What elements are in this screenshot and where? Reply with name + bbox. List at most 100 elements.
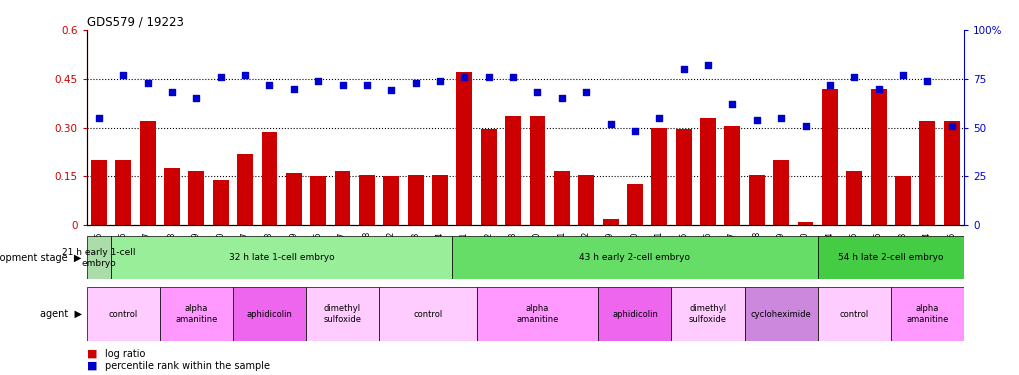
Text: control: control [413,310,442,319]
Bar [602,219,618,225]
Point [91,115,107,121]
Point [821,82,838,88]
Bar [821,88,837,225]
Text: control: control [108,310,138,319]
Point [115,72,131,78]
Bar [115,160,131,225]
Bar [699,118,715,225]
Bar [164,168,179,225]
Point [529,89,545,95]
Bar [383,176,398,225]
Text: GDS579 / 19223: GDS579 / 19223 [87,16,183,29]
Text: agent  ▶: agent ▶ [40,309,82,319]
Point [748,117,764,123]
Text: 43 h early 2-cell embryo: 43 h early 2-cell embryo [579,254,690,262]
Bar [359,175,374,225]
Point [504,74,521,80]
Bar [918,121,934,225]
Point [408,80,424,86]
Bar [476,287,598,341]
Bar [160,287,232,341]
Point [261,82,277,88]
Bar [671,287,744,341]
Point [212,74,228,80]
Bar [87,287,160,341]
Bar [379,287,476,341]
Text: log ratio: log ratio [105,349,146,358]
Point [675,66,691,72]
Text: aphidicolin: aphidicolin [247,310,292,319]
Bar [432,175,447,225]
Point [627,128,643,134]
Bar [334,171,351,225]
Point [553,95,570,101]
Bar [627,184,642,225]
Text: development stage  ▶: development stage ▶ [0,253,82,263]
Point [602,121,619,127]
Bar [870,88,886,225]
Bar [285,173,302,225]
Bar [237,153,253,225]
Bar [91,160,107,225]
Text: dimethyl
sulfoxide: dimethyl sulfoxide [323,304,361,324]
Text: control: control [839,310,868,319]
Bar [578,175,593,225]
Bar [529,116,545,225]
Text: aphidicolin: aphidicolin [611,310,657,319]
Point [918,78,934,84]
Point [846,74,862,80]
Text: 21 h early 1-cell
embryо: 21 h early 1-cell embryо [62,248,136,267]
Bar [306,287,379,341]
Bar [890,287,963,341]
Point [359,82,375,88]
Text: 32 h late 1-cell embryo: 32 h late 1-cell embryo [228,254,334,262]
Bar [676,129,691,225]
Text: 54 h late 2-cell embryo: 54 h late 2-cell embryo [838,254,943,262]
Point [869,86,886,92]
Point [140,80,156,86]
Point [455,74,472,80]
Point [383,87,399,93]
Bar [943,121,959,225]
Point [650,115,666,121]
Bar [140,121,155,225]
Point [285,86,302,92]
Bar [723,126,740,225]
Bar [189,171,204,225]
Bar [310,176,326,225]
Bar [213,180,228,225]
Bar [772,160,789,225]
Bar [553,171,570,225]
Bar [457,72,472,225]
Point [334,82,351,88]
Bar [408,175,423,225]
Bar [480,129,496,225]
Bar [232,287,306,341]
Point [723,101,740,107]
Text: ■: ■ [87,349,97,358]
Bar [261,132,277,225]
Bar [744,287,817,341]
Text: alpha
amanitine: alpha amanitine [175,304,217,324]
Bar [817,287,890,341]
Point [431,78,447,84]
Text: cycloheximide: cycloheximide [750,310,811,319]
Point [943,123,959,129]
Text: dimethyl
sulfoxide: dimethyl sulfoxide [689,304,727,324]
Text: percentile rank within the sample: percentile rank within the sample [105,361,270,370]
Point [894,72,910,78]
Point [480,74,496,80]
Bar [504,116,521,225]
Point [236,72,253,78]
Bar [111,236,451,279]
Point [164,89,180,95]
Bar [651,128,666,225]
Point [310,78,326,84]
Bar [895,176,910,225]
Bar [846,171,861,225]
Text: alpha
amanitine: alpha amanitine [905,304,948,324]
Point [699,62,715,68]
Text: ■: ■ [87,361,97,370]
Bar [451,236,817,279]
Bar [87,236,111,279]
